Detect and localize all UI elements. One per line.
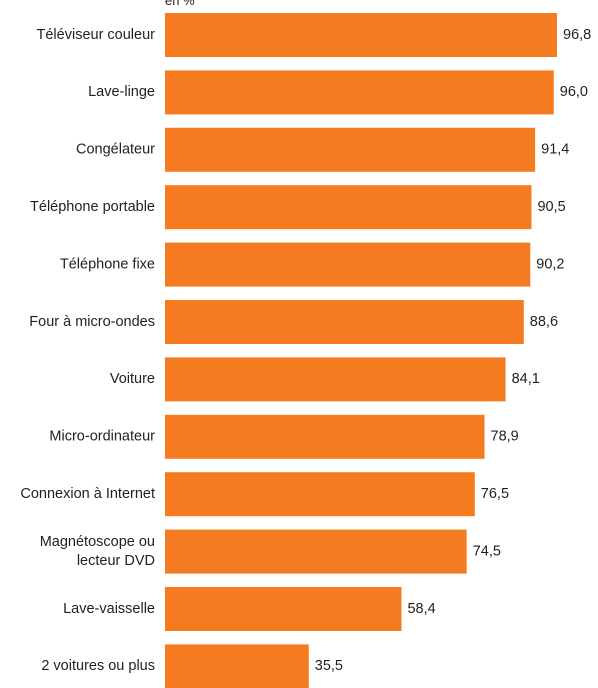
category-label: Téléphone fixe [60, 256, 155, 272]
value-label: 84,1 [512, 371, 540, 387]
category-label: Micro-ordinateur [49, 429, 155, 445]
bar [165, 587, 402, 631]
bar [165, 414, 485, 459]
value-label: 96,8 [563, 27, 591, 43]
bar [165, 300, 524, 344]
category-label: Lave-linge [88, 84, 155, 100]
category-label: Congélateur [76, 142, 155, 158]
category-label: Lave-vaisselle [63, 601, 155, 617]
bar [165, 13, 557, 57]
category-label: Téléphone portable [30, 199, 155, 215]
bar [165, 472, 475, 517]
category-label: Four à micro-ondes [29, 314, 155, 330]
bar [165, 127, 536, 172]
value-label: 74,5 [473, 543, 501, 559]
unit-label: en % [165, 0, 195, 8]
value-label: 58,4 [407, 601, 435, 617]
category-label: 2 voitures ou plus [41, 658, 155, 674]
value-label: 76,5 [481, 486, 509, 502]
bar [165, 242, 531, 287]
bar [165, 70, 554, 115]
value-label: 35,5 [315, 658, 343, 674]
value-label: 96,0 [560, 84, 588, 100]
category-label: Connexion à Internet [20, 486, 155, 502]
bar [165, 529, 467, 574]
bar [165, 357, 506, 402]
bar [165, 644, 309, 688]
value-label: 88,6 [530, 314, 558, 330]
value-label: 91,4 [541, 142, 569, 158]
value-label: 90,5 [537, 199, 565, 215]
bar [165, 185, 532, 230]
value-label: 90,2 [536, 256, 564, 272]
value-label: 78,9 [491, 429, 519, 445]
category-label: Voiture [110, 371, 155, 387]
category-label: Téléviseur couleur [37, 27, 156, 43]
category-label: Magnétoscope ou lecteur DVD [40, 534, 155, 569]
